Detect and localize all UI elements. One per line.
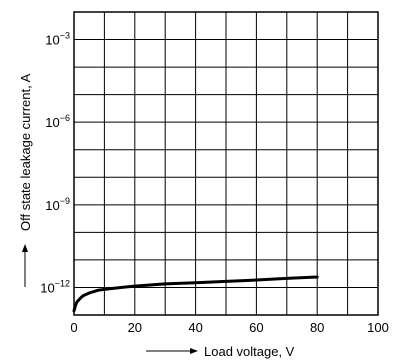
x-axis-arrow-icon <box>190 348 198 354</box>
x-axis-title-group: Load voltage, V <box>146 344 295 359</box>
y-axis-arrow-icon <box>22 244 28 252</box>
x-tick-label: 0 <box>70 320 77 335</box>
x-tick-label: 20 <box>128 320 142 335</box>
series-line <box>72 275 319 313</box>
x-tick-labels: 0 20 40 60 80 100 <box>70 320 388 335</box>
x-tick-label: 40 <box>188 320 202 335</box>
grid-lines <box>74 12 378 315</box>
y-tick-labels: 10−3 10−6 10−9 10−12 <box>40 31 70 296</box>
y-axis-title: Off state leakage current, A <box>18 73 33 231</box>
y-tick-label: 10−9 <box>45 196 70 213</box>
y-tick-label: 10−12 <box>40 278 70 295</box>
plot-frame <box>73 11 379 316</box>
y-tick-label: 10−3 <box>45 31 70 48</box>
y-axis-title-group: Off state leakage current, A <box>18 73 33 287</box>
x-tick-label: 80 <box>310 320 324 335</box>
x-tick-label: 100 <box>367 320 389 335</box>
x-axis-title: Load voltage, V <box>204 344 295 359</box>
x-tick-label: 60 <box>249 320 263 335</box>
y-tick-label: 10−6 <box>45 113 70 130</box>
